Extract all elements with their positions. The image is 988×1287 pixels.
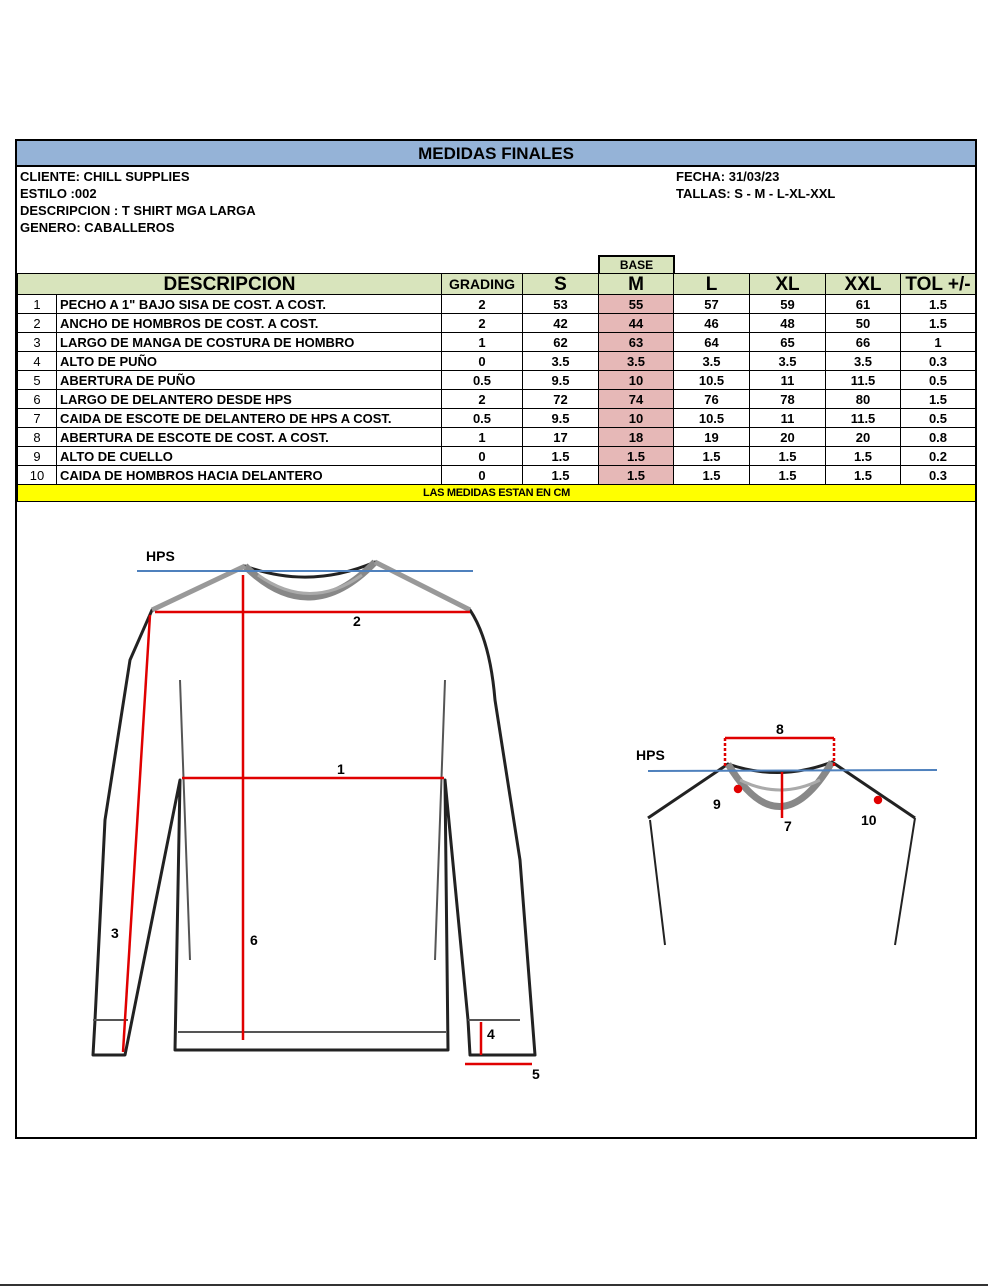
col-tol: TOL +/- <box>900 273 976 295</box>
cell-xxl: 1.5 <box>825 446 901 466</box>
cell-desc: LARGO DE MANGA DE COSTURA DE HOMBRO <box>56 332 442 352</box>
base-label: BASE <box>598 255 675 273</box>
table-row: 5 ABERTURA DE PUÑO 0.5 9.5 10 10.5 11 11.5 0.5 <box>17 370 976 390</box>
cell-l: 19 <box>673 427 750 447</box>
long-sleeve-shirt-sketch <box>91 559 537 1057</box>
table-row: 1 PECHO A 1" BAJO SISA DE COST. A COST. 2 5… <box>17 294 976 314</box>
gender: GENERO: CABALLEROS <box>20 220 175 235</box>
measure-label-2: 2 <box>353 613 361 629</box>
cell-l: 10.5 <box>673 408 750 428</box>
measure-label-9: 9 <box>713 796 721 812</box>
table-row: 8 ABERTURA DE ESCOTE DE COST. A COST. 1 17 1… <box>17 427 976 447</box>
measurement-arrows <box>121 575 883 1066</box>
cell-desc: PECHO A 1" BAJO SISA DE COST. A COST. <box>56 294 442 314</box>
measure-label-10: 10 <box>861 812 877 828</box>
cell-desc: LARGO DE DELANTERO DESDE HPS <box>56 389 442 409</box>
measure-label-3: 3 <box>111 925 119 941</box>
collar-detail-sketch <box>647 760 916 946</box>
client-info: CLIENTE: CHILL SUPPLIES ESTILO :002 DESC… <box>20 168 256 236</box>
col-m: M <box>598 273 674 295</box>
measure-label-6: 6 <box>250 932 258 948</box>
description: DESCRIPCION : T SHIRT MGA LARGA <box>20 203 256 218</box>
cell-xxl: 11.5 <box>825 370 901 390</box>
table-row: 7 CAIDA DE ESCOTE DE DELANTERO DE HPS A C… <box>17 408 976 428</box>
cell-m: 63 <box>598 332 674 352</box>
table-row: 6 LARGO DE DELANTERO DESDE HPS 2 72 74 76 78 80… <box>17 389 976 409</box>
cell-s: 3.5 <box>522 351 599 371</box>
hps-label: HPS <box>146 548 175 564</box>
cell-m: 55 <box>598 294 674 314</box>
page-divider <box>0 1284 988 1286</box>
cell-s: 1.5 <box>522 446 599 466</box>
cell-m: 10 <box>598 370 674 390</box>
page-title: MEDIDAS FINALES <box>17 141 975 167</box>
cell-m: 74 <box>598 389 674 409</box>
hps-line-detail <box>647 769 938 772</box>
client: CLIENTE: CHILL SUPPLIES <box>20 169 190 184</box>
sizes: TALLAS: S - M - L-XL-XXL <box>676 186 836 201</box>
measure-label-4: 4 <box>487 1026 495 1042</box>
col-l: L <box>673 273 750 295</box>
spec-sheet-frame <box>15 139 977 1139</box>
cell-desc: ABERTURA DE ESCOTE DE COST. A COST. <box>56 427 442 447</box>
cell-m: 18 <box>598 427 674 447</box>
cell-desc: CAIDA DE ESCOTE DE DELANTERO DE HPS A CO… <box>56 408 442 428</box>
table-header: DESCRIPCION GRADING S M L XL XXL TOL +/- <box>17 273 976 295</box>
units-note: LAS MEDIDAS ESTAN EN CM <box>17 484 976 502</box>
style: ESTILO :002 <box>20 186 97 201</box>
hps-label-detail: HPS <box>636 747 665 763</box>
cell-xl: 3.5 <box>749 351 826 371</box>
measurements-table: DESCRIPCION GRADING S M L XL XXL TOL +/-… <box>17 273 976 502</box>
cell-desc: ABERTURA DE PUÑO <box>56 370 442 390</box>
table-row: 9 ALTO DE CUELLO 0 1.5 1.5 1.5 1.5 1.5 0.2 <box>17 446 976 466</box>
table-row: 3 LARGO DE MANGA DE COSTURA DE HOMBRO 1 62 6… <box>17 332 976 352</box>
cell-s: 62 <box>522 332 599 352</box>
cell-tol: 0.2 <box>900 446 976 466</box>
col-s: S <box>522 273 599 295</box>
cell-m: 3.5 <box>598 351 674 371</box>
measure-label-7: 7 <box>784 818 792 834</box>
cell-tol: 0.8 <box>900 427 976 447</box>
measure-label-8: 8 <box>776 721 784 737</box>
date-info: FECHA: 31/03/23 TALLAS: S - M - L-XL-XXL <box>676 168 835 202</box>
table-row: 10 CAIDA DE HOMBROS HACIA DELANTERO 0 1.5 1.… <box>17 465 976 485</box>
col-xl: XL <box>749 273 826 295</box>
date: FECHA: 31/03/23 <box>676 169 780 184</box>
cell-tol: 1.5 <box>900 313 976 333</box>
col-grading: GRADING <box>441 273 523 295</box>
measure-label-5: 5 <box>532 1066 540 1082</box>
cell-xxl: 3.5 <box>825 351 901 371</box>
cell-m: 1.5 <box>598 465 674 485</box>
measure-label-1: 1 <box>337 761 345 777</box>
cell-s: 72 <box>522 389 599 409</box>
